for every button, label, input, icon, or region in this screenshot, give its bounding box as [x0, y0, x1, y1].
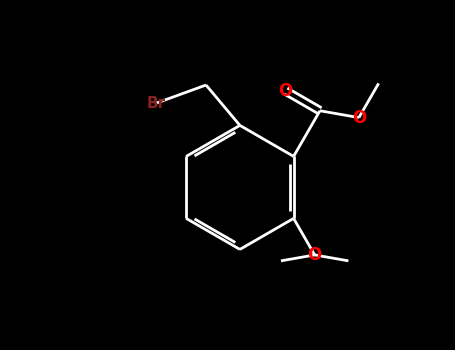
- Text: Br: Br: [147, 96, 166, 111]
- Text: O: O: [352, 108, 366, 127]
- Text: O: O: [278, 82, 293, 100]
- Text: O: O: [308, 246, 322, 264]
